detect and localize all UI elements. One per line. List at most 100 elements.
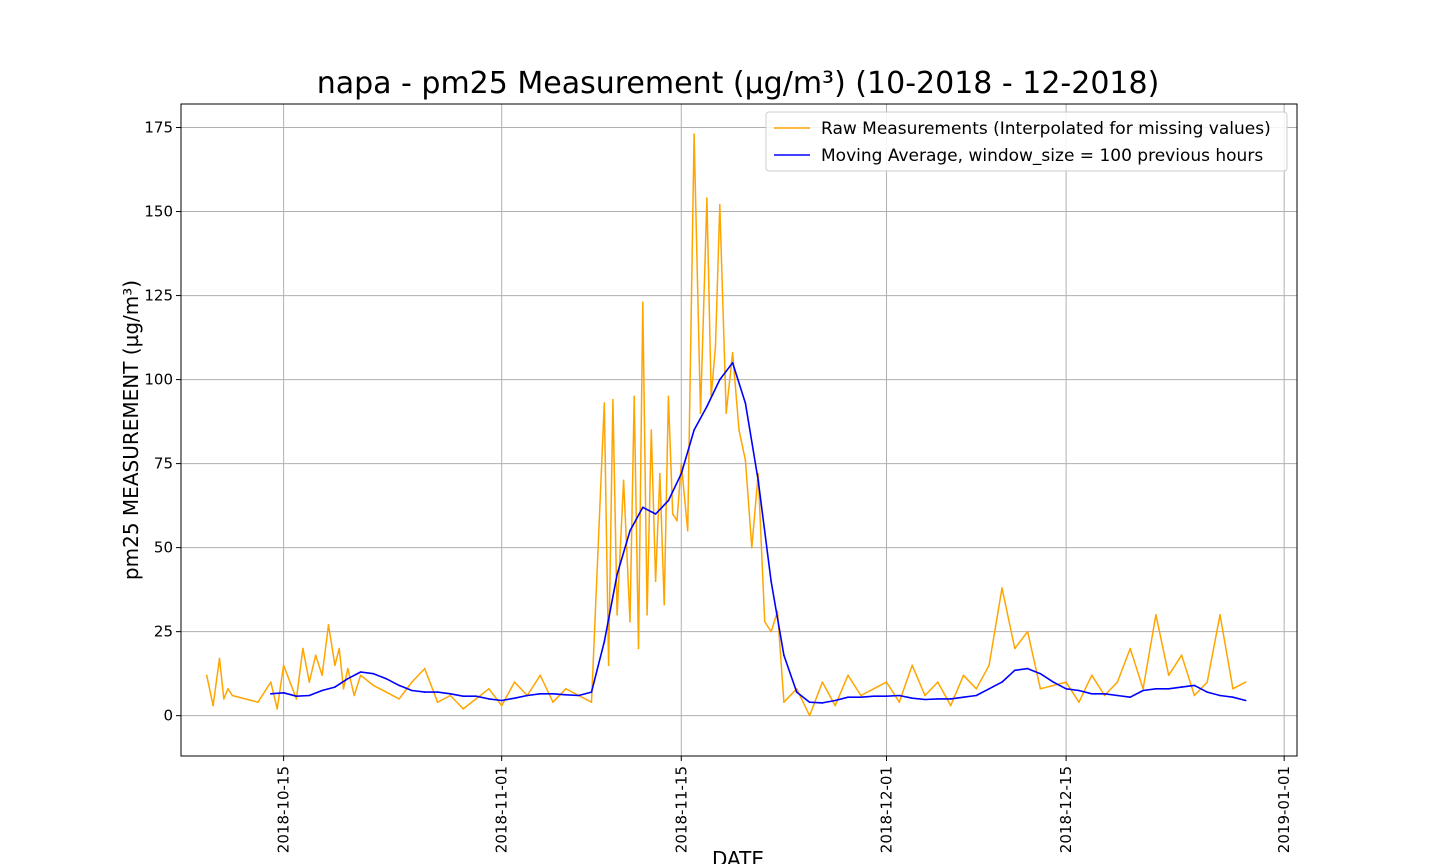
series-1-point xyxy=(616,573,618,576)
series-0-point xyxy=(1167,674,1170,677)
series-0-point xyxy=(1129,647,1131,650)
legend-box xyxy=(765,111,1288,172)
y-tick-label: 75 xyxy=(154,455,173,473)
series-0-point xyxy=(539,674,541,677)
series-0-point xyxy=(223,698,225,700)
series-1-point xyxy=(270,693,272,695)
series-0-point xyxy=(1142,688,1144,690)
series-0-point xyxy=(372,684,375,687)
chart-legend: Raw Measurements (Interpolated for missi… xyxy=(765,111,1288,172)
series-0-point xyxy=(308,681,311,683)
series-1-point xyxy=(642,506,644,509)
series-1-point xyxy=(1167,688,1170,690)
series-0-point xyxy=(302,647,304,650)
series-1-point xyxy=(1001,681,1003,683)
series-1-point xyxy=(795,691,798,693)
series-0-point xyxy=(314,654,317,656)
y-tick-label: 150 xyxy=(144,203,173,221)
x-tick-label: 2018-11-01 xyxy=(493,766,511,853)
series-0-point xyxy=(744,459,747,462)
series-0-point xyxy=(898,701,901,703)
series-1-point xyxy=(937,698,939,700)
x-tick-label: 2018-10-15 xyxy=(275,766,293,853)
series-1-point xyxy=(1091,693,1093,695)
series-1-point xyxy=(282,692,285,694)
series-0-point xyxy=(719,204,721,206)
series-1-point xyxy=(1193,684,1196,687)
series-1-point xyxy=(949,698,952,700)
series-0-point xyxy=(1193,694,1196,697)
series-1-point xyxy=(629,530,631,532)
series-1-point xyxy=(667,499,670,502)
series-1-point xyxy=(731,362,734,364)
series-0-point xyxy=(488,688,490,690)
series-0-point xyxy=(671,513,674,515)
series-0-point xyxy=(783,701,785,703)
series-1-point xyxy=(821,702,824,704)
series-0-point xyxy=(1039,688,1042,690)
series-1-point xyxy=(988,688,990,690)
series-1-point xyxy=(770,580,772,582)
x-tick-label: 2018-12-15 xyxy=(1057,766,1075,853)
series-0-point xyxy=(338,647,341,650)
series-0-point xyxy=(860,694,862,697)
series-line-0 xyxy=(205,133,1247,717)
series-0-point xyxy=(353,694,356,697)
series-0-point xyxy=(667,395,670,398)
series-1-point xyxy=(321,689,323,692)
series-0-point xyxy=(257,701,259,703)
series-0-point xyxy=(680,462,683,465)
series-1-point xyxy=(462,695,465,697)
y-tick-label: 25 xyxy=(154,623,173,641)
series-0-point xyxy=(398,698,400,700)
series-1-point xyxy=(308,694,311,697)
grid-lines xyxy=(181,104,1297,756)
series-0-point xyxy=(607,664,610,667)
series-1-point xyxy=(539,693,541,695)
series-0-point xyxy=(622,479,625,482)
series-0-point xyxy=(637,647,640,650)
series-1-point xyxy=(500,699,503,702)
series-1-point xyxy=(719,378,721,381)
series-1-point xyxy=(488,698,490,700)
series-0-point xyxy=(686,530,689,532)
series-1-point xyxy=(577,694,580,697)
series-1-point xyxy=(1052,681,1055,683)
series-1-point xyxy=(1078,689,1080,692)
series-0-point xyxy=(513,681,516,683)
y-tick-label: 0 xyxy=(163,707,173,725)
series-1-point xyxy=(603,640,606,643)
series-1-point xyxy=(334,686,336,688)
series-0-point xyxy=(937,681,939,683)
series-0-point xyxy=(629,620,631,623)
series-1-point xyxy=(1219,694,1221,697)
series-1-point xyxy=(962,696,965,698)
series-1-point xyxy=(475,695,477,697)
series-0-point xyxy=(962,674,965,677)
series-0-point xyxy=(1078,701,1080,703)
series-0-point xyxy=(834,704,836,707)
series-0-point xyxy=(1206,681,1208,683)
axis-ticks: 0 25 50 75 100 125 150 175 2018-10-15 2018-11-01 2… xyxy=(144,119,1293,854)
series-0-point xyxy=(227,688,229,690)
series-1-point xyxy=(411,689,413,692)
series-0-point xyxy=(659,472,661,475)
series-0-point xyxy=(847,674,849,677)
series-0-point xyxy=(295,698,298,700)
chart-title: napa - pm25 Measurement (µg/m³) (10-2018… xyxy=(317,66,1160,101)
series-0-point xyxy=(231,694,234,697)
series-0-point xyxy=(1180,654,1183,656)
series-0-point xyxy=(616,614,618,616)
series-0-point xyxy=(590,701,593,703)
series-1-point xyxy=(565,694,567,696)
x-tick-label: 2019-01-01 xyxy=(1275,766,1293,853)
series-0-point xyxy=(436,701,439,703)
series-1-point xyxy=(975,694,978,697)
series-0-point xyxy=(911,664,913,667)
series-0-point xyxy=(725,412,727,415)
series-1-point xyxy=(693,429,695,431)
series-0-point xyxy=(872,688,875,690)
series-0-point xyxy=(714,345,717,347)
series-0-point xyxy=(449,694,452,697)
series-0-point xyxy=(1014,647,1016,650)
